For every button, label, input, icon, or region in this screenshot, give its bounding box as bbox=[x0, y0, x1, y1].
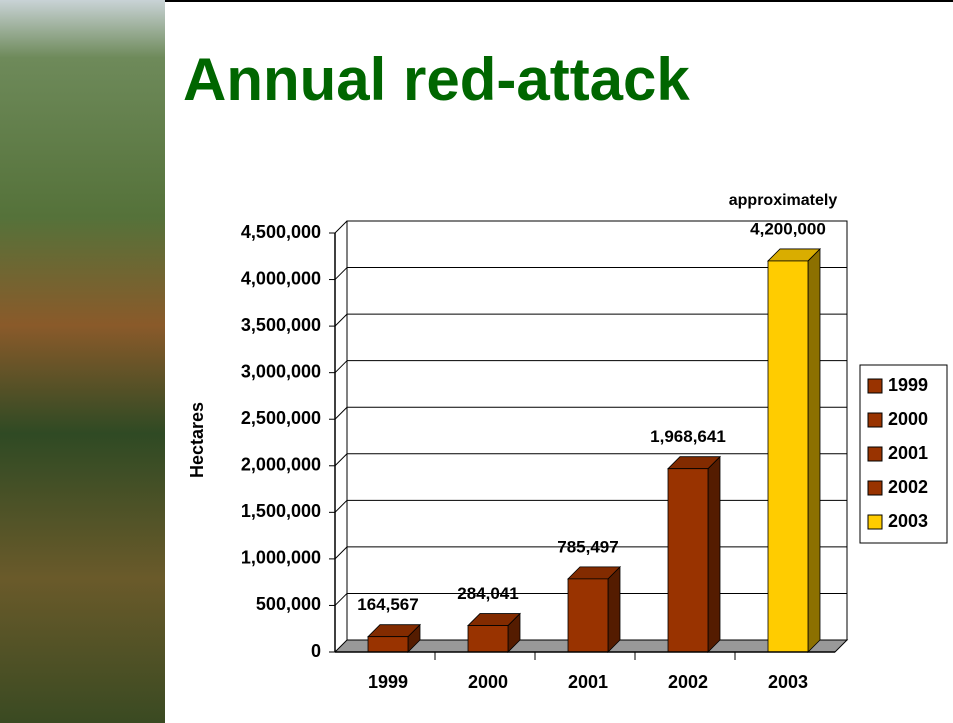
legend-label: 2000 bbox=[888, 409, 928, 429]
y-tick-label: 3,000,000 bbox=[241, 361, 321, 381]
legend-label: 1999 bbox=[888, 375, 928, 395]
value-label: 785,497 bbox=[557, 537, 618, 556]
legend-swatch bbox=[867, 378, 883, 394]
grid-line-side bbox=[334, 453, 348, 467]
grid-line-side bbox=[334, 313, 348, 327]
forest-image bbox=[0, 0, 165, 723]
y-tick-label: 1,500,000 bbox=[241, 501, 321, 521]
legend-swatch bbox=[867, 480, 883, 496]
slide-title: Annual red-attack bbox=[183, 46, 690, 113]
grid-line-side bbox=[334, 360, 348, 374]
x-tick-label: 2002 bbox=[668, 672, 708, 692]
value-label: 164,567 bbox=[357, 595, 418, 614]
y-tick-label: 4,000,000 bbox=[241, 268, 321, 288]
value-label: 284,041 bbox=[457, 584, 518, 603]
value-label: 4,200,000 bbox=[750, 219, 826, 238]
x-tick-label: 2000 bbox=[468, 672, 508, 692]
bar-side bbox=[607, 565, 621, 653]
y-tick-label: 2,000,000 bbox=[241, 455, 321, 475]
legend-swatch bbox=[867, 412, 883, 428]
legend-label: 2001 bbox=[888, 443, 928, 463]
annotation: approximately bbox=[729, 192, 838, 209]
y-tick-label: 2,500,000 bbox=[241, 408, 321, 428]
bar bbox=[667, 468, 709, 653]
grid-line-side bbox=[334, 220, 348, 234]
y-tick-label: 4,500,000 bbox=[241, 222, 321, 242]
y-tick-label: 1,000,000 bbox=[241, 548, 321, 568]
y-tick-label: 0 bbox=[311, 641, 321, 661]
grid-line-side bbox=[334, 406, 348, 420]
y-axis-label: Hectares bbox=[187, 402, 207, 478]
legend-label: 2003 bbox=[888, 511, 928, 531]
x-tick-label: 1999 bbox=[368, 672, 408, 692]
bar bbox=[767, 260, 809, 653]
grid-line-side bbox=[334, 267, 348, 280]
bar bbox=[567, 578, 609, 653]
grid-line-side bbox=[334, 546, 348, 560]
y-tick-label: 3,500,000 bbox=[241, 315, 321, 335]
x-tick-label: 2001 bbox=[568, 672, 608, 692]
grid-line-side bbox=[334, 593, 348, 606]
legend-swatch bbox=[867, 514, 883, 530]
bar-side bbox=[807, 247, 821, 653]
bar-side bbox=[707, 455, 721, 653]
bar bbox=[467, 625, 509, 653]
legend-label: 2002 bbox=[888, 477, 928, 497]
grid-line-side bbox=[334, 499, 348, 513]
value-label: 1,968,641 bbox=[650, 427, 726, 446]
bar bbox=[367, 636, 409, 653]
x-tick-label: 2003 bbox=[768, 672, 808, 692]
y-tick-label: 500,000 bbox=[256, 594, 321, 614]
legend-swatch bbox=[867, 446, 883, 462]
